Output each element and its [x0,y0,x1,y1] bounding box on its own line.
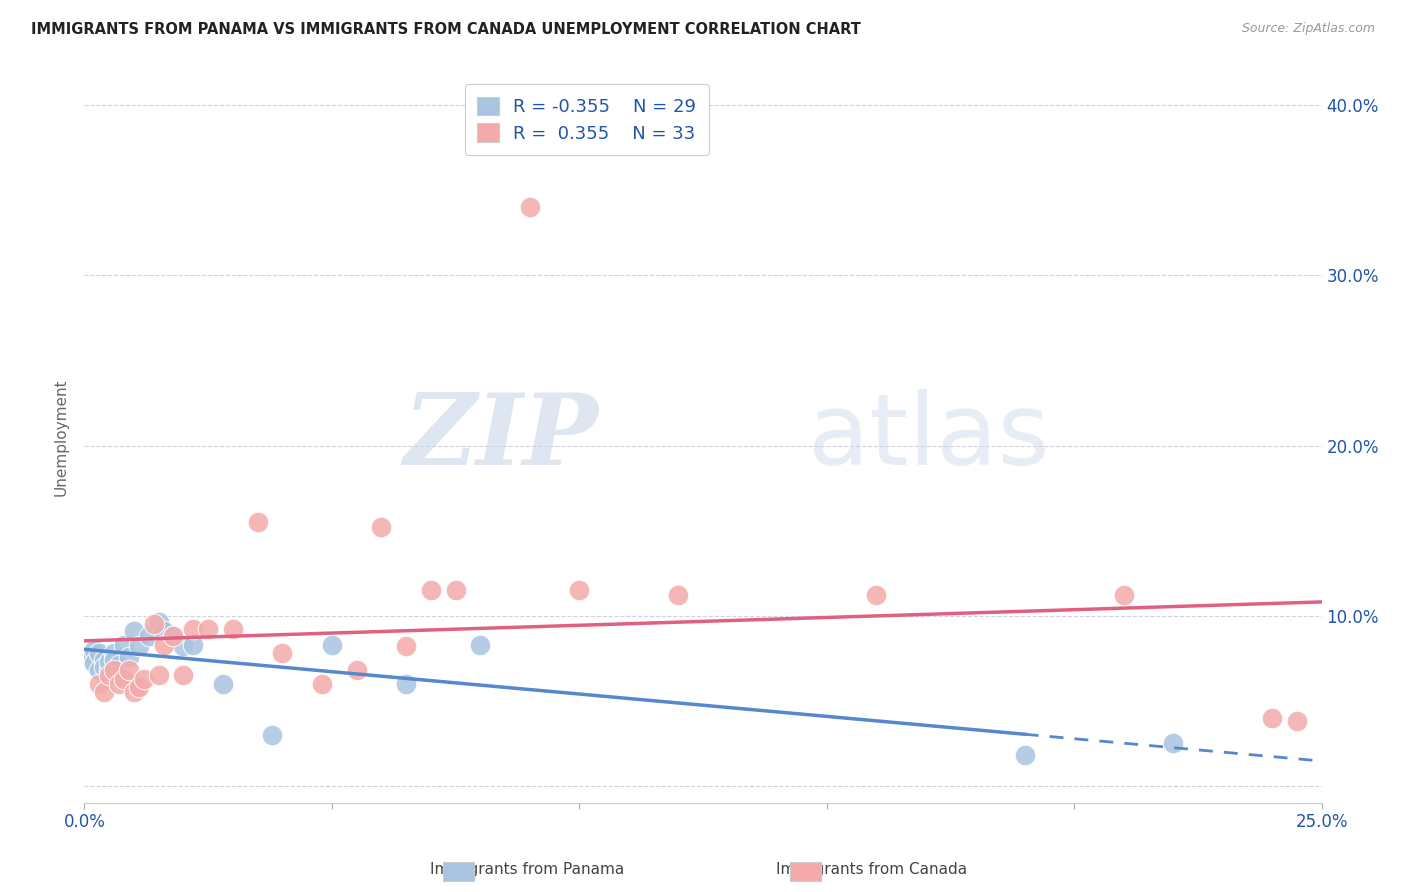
Text: Source: ZipAtlas.com: Source: ZipAtlas.com [1241,22,1375,36]
Point [142,617,165,632]
Point [112,672,135,686]
Point [444,583,467,598]
Point [162,629,184,643]
Point [152,624,174,638]
Text: ZIP: ZIP [404,389,598,485]
Point [419,583,441,598]
Point [98,668,121,682]
Text: Immigrants from Panama: Immigrants from Panama [430,863,624,877]
Point [148,615,170,630]
Point [1261,711,1284,725]
Point [865,588,887,602]
Point [103,653,125,667]
Point [152,638,174,652]
Point [222,622,245,636]
Point [470,638,492,652]
Point [346,663,368,677]
Point [98,655,121,669]
Point [395,677,418,691]
Text: atlas: atlas [808,389,1050,485]
Point [172,640,194,654]
Point [1014,748,1036,763]
Point [93,653,115,667]
Point [132,672,155,686]
Point [246,515,269,529]
Point [568,583,591,598]
Point [321,638,343,652]
Point [148,668,170,682]
Point [1161,736,1184,750]
Point [112,638,135,652]
Point [103,663,125,677]
Point [98,663,121,677]
Point [122,685,145,699]
Point [271,646,294,660]
Point [311,677,333,691]
Point [1112,588,1135,602]
Point [83,642,105,657]
Text: IMMIGRANTS FROM PANAMA VS IMMIGRANTS FROM CANADA UNEMPLOYMENT CORRELATION CHART: IMMIGRANTS FROM PANAMA VS IMMIGRANTS FRO… [31,22,860,37]
Point [89,677,111,691]
Point [108,658,131,673]
Point [118,649,141,664]
Point [93,685,115,699]
Text: Immigrants from Canada: Immigrants from Canada [776,863,967,877]
Point [212,677,235,691]
Point [93,659,115,673]
Point [83,657,105,671]
Point [103,646,125,660]
Point [370,520,392,534]
Point [79,651,101,665]
Point [162,629,184,643]
Point [1285,714,1308,728]
Point [181,622,204,636]
Point [122,624,145,638]
Point [89,646,111,660]
Point [118,663,141,677]
Point [197,622,219,636]
Point [108,677,131,691]
Point [395,640,418,654]
Point [262,728,284,742]
Point [666,588,689,602]
Point [128,680,150,694]
Point [138,629,160,643]
Point [519,201,541,215]
Point [128,640,150,654]
Y-axis label: Unemployment: Unemployment [53,378,69,496]
Legend: R = -0.355    N = 29, R =  0.355    N = 33: R = -0.355 N = 29, R = 0.355 N = 33 [464,84,709,155]
Point [89,663,111,677]
Point [172,668,194,682]
Point [181,638,204,652]
